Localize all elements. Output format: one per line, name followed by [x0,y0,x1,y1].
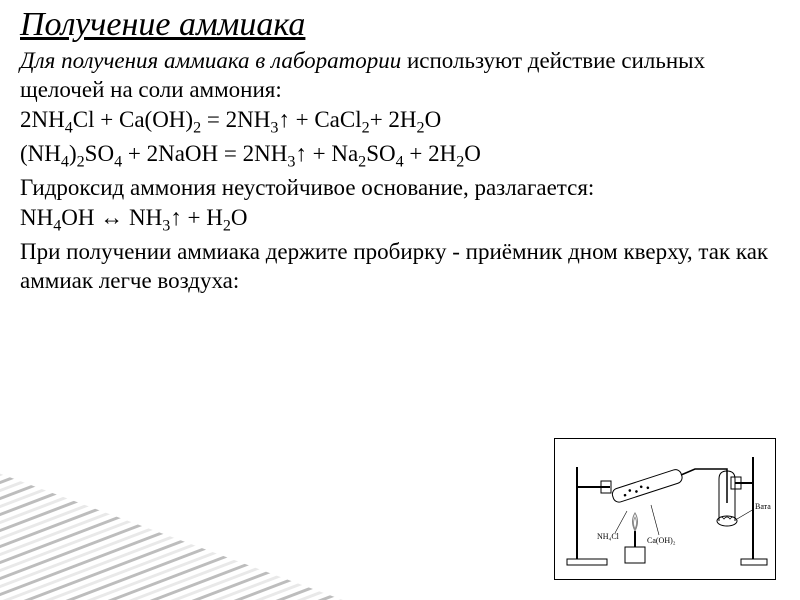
corner-hatch-decoration [0,470,370,600]
svg-text:Ca(OH)₂: Ca(OH)₂ [647,536,676,545]
equation-2: (NH4)2SO4 + 2NaOH = 2NH3↑ + Na2SO4 + 2H2… [20,139,780,173]
intro-line: Для получения аммиака в лаборатории испо… [20,46,780,105]
hold-line: При получении аммиака держите пробирку -… [20,237,780,296]
apparatus-diagram: NH₄Cl Ca(OH)₂ Вата [554,438,776,580]
intro-prefix: Для получения аммиака в лаборатории [20,48,407,73]
slide-body: Для получения аммиака в лаборатории испо… [20,46,780,296]
equation-3: NH4OH ↔ NH3↑ + H2O [20,203,780,237]
svg-text:NH₄Cl: NH₄Cl [597,532,620,541]
equation-1: 2NH4Cl + Ca(OH)2 = 2NH3↑ + CaCl2+ 2H2O [20,105,780,139]
slide-title: Получение аммиака [20,6,780,44]
svg-text:Вата: Вата [755,502,771,511]
hydroxide-line: Гидроксид аммония неустойчивое основание… [20,173,780,202]
